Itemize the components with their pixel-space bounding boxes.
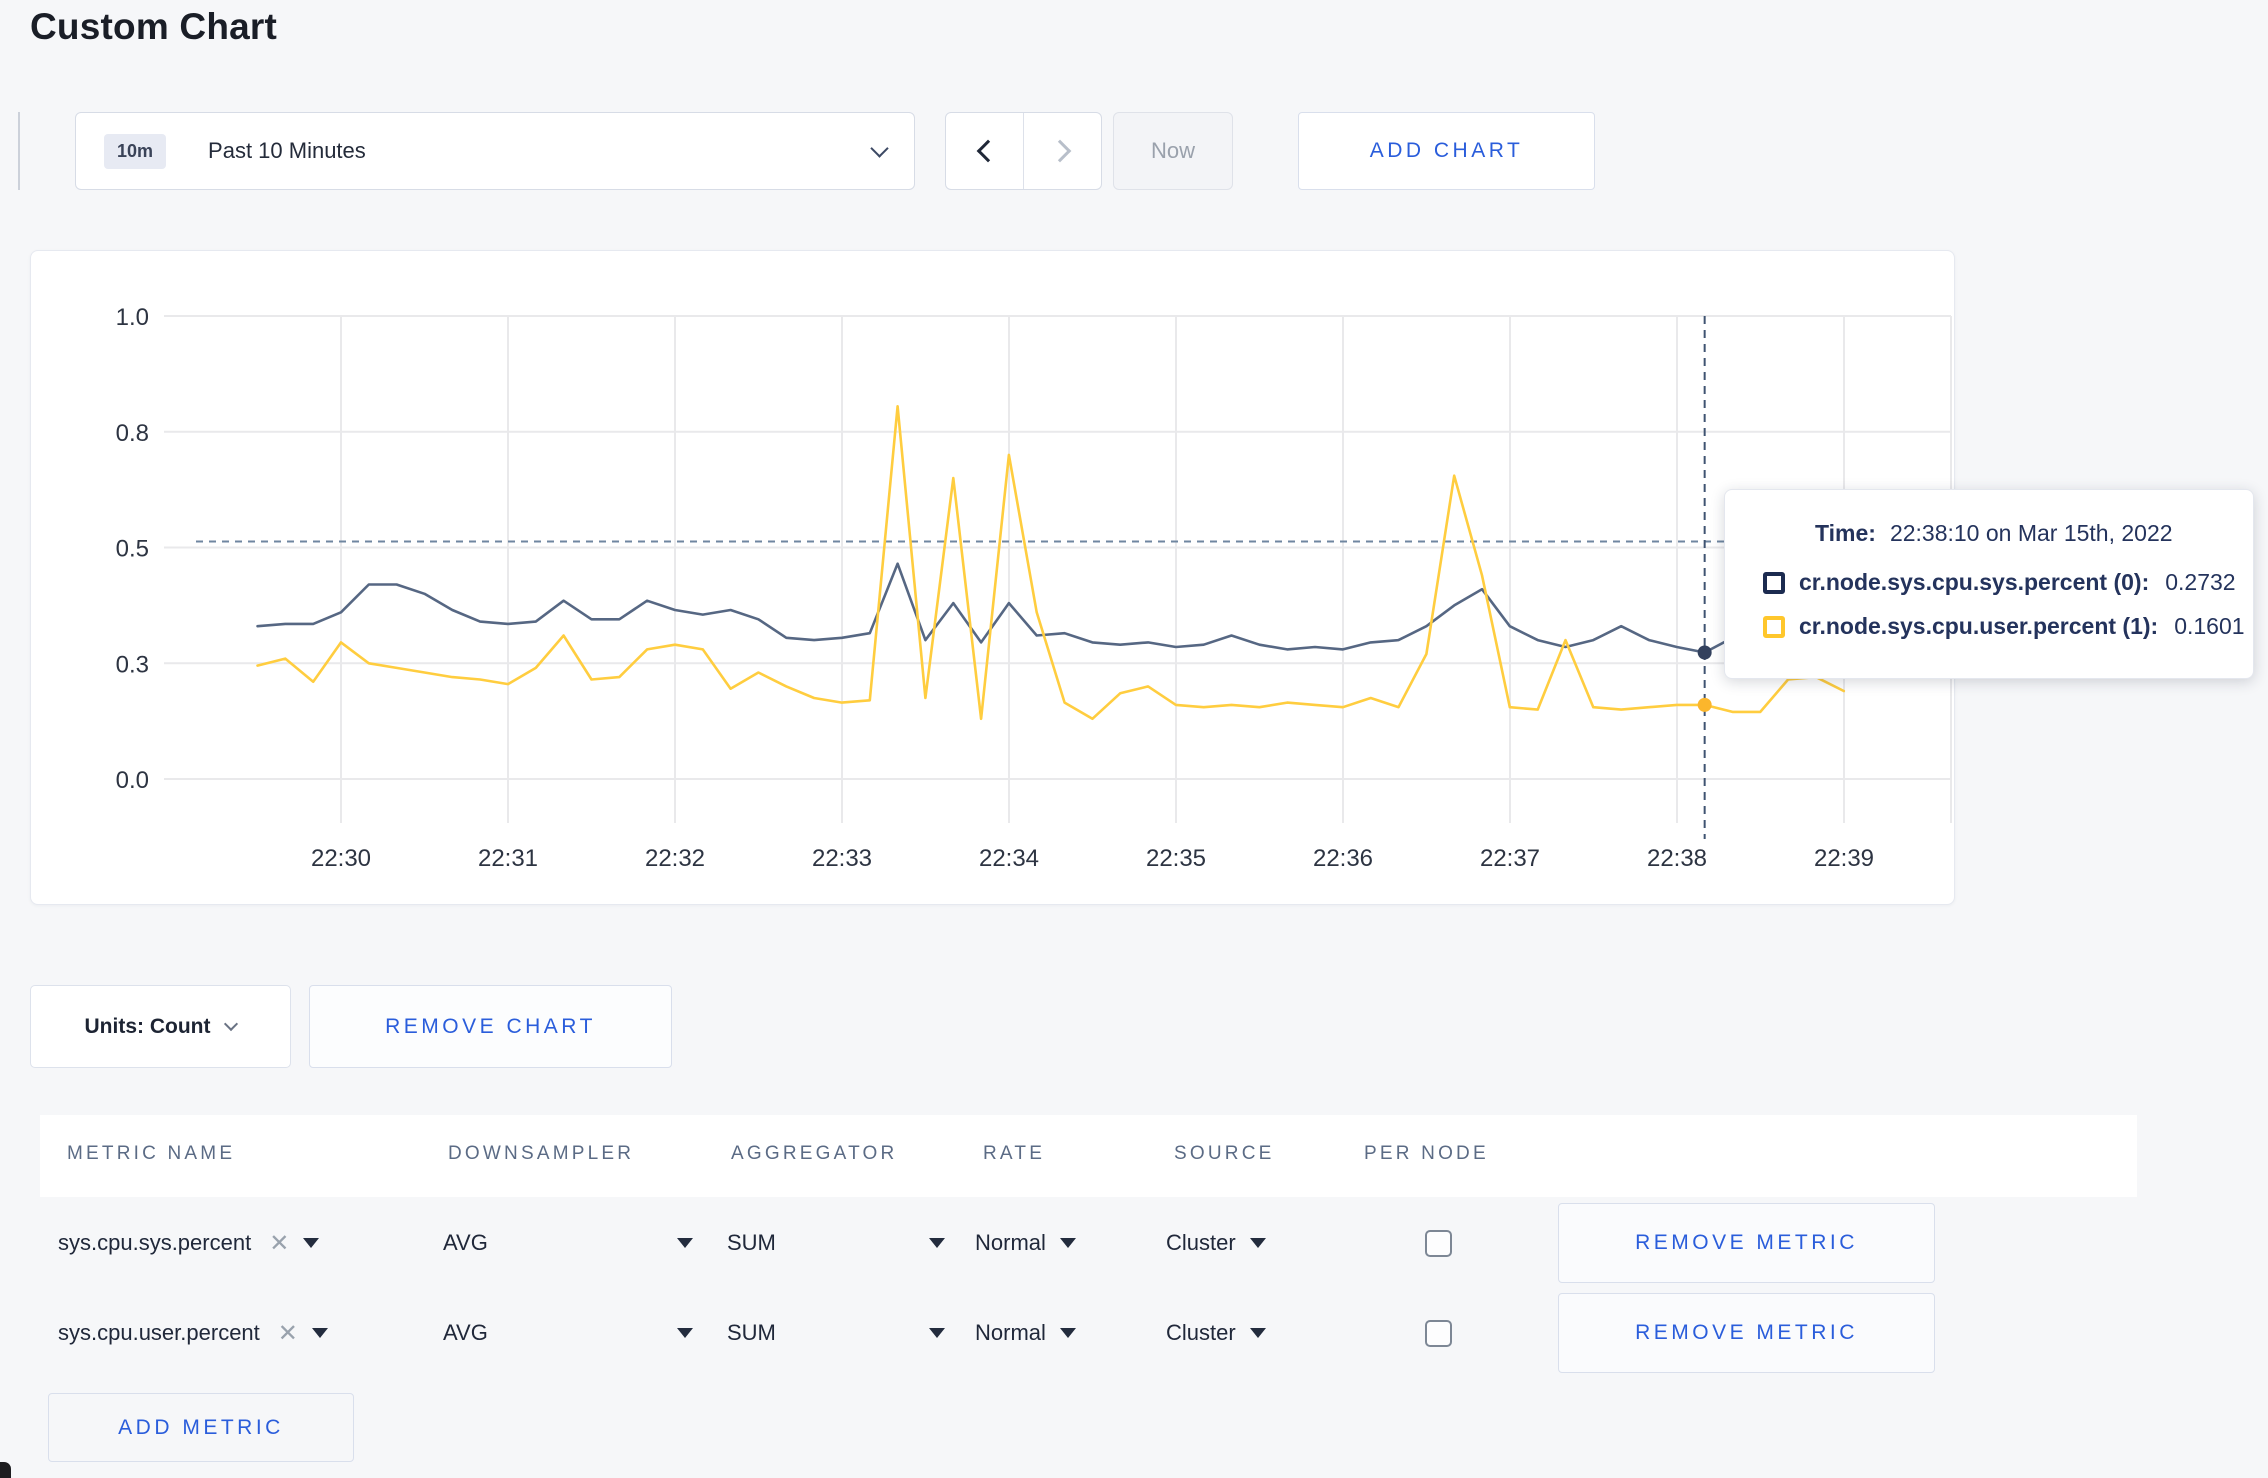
tooltip-time-label: Time: [1815,520,1876,546]
aggregator-select[interactable]: SUM [727,1288,945,1378]
tooltip-series-value: 0.1601 [2174,613,2245,639]
caret-down-icon[interactable] [311,1328,328,1338]
x-tick-label: 22:36 [1313,845,1373,872]
rate-value: Normal [975,1320,1046,1345]
metrics-table-header: METRIC NAME DOWNSAMPLER AGGREGATOR RATE SOUR… [40,1115,2137,1197]
source-value: Cluster [1166,1320,1236,1345]
tooltip-time-row: Time: 22:38:10 on Mar 15th, 2022 [1815,520,2253,547]
x-tick-label: 22:30 [311,845,371,872]
downsampler-select[interactable]: AVG [443,1288,693,1378]
hover-dot-sys [1697,645,1712,660]
column-header: AGGREGATOR [731,1143,898,1164]
x-tick-label: 22:39 [1814,845,1874,872]
series-line-1 [256,405,1846,721]
x-tick-label: 22:37 [1480,845,1540,872]
series-line-0 [256,562,1846,654]
chevron-down-icon [224,1016,239,1032]
tooltip-time-value: 22:38:10 on Mar 15th, 2022 [1889,520,2173,546]
time-next-button[interactable] [1023,113,1101,189]
rate-select[interactable]: Normal [975,1288,1076,1378]
downsampler-value: AVG [443,1320,488,1345]
x-tick-label: 22:31 [478,845,538,872]
caret-down-icon[interactable] [1059,1238,1076,1248]
metric-row: sys.cpu.user.percent ✕ AVG SUM Normal Cluster… [40,1288,2137,1378]
tooltip-series-row: cr.node.sys.cpu.sys.percent (0): 0.2732 [1763,569,2253,596]
aggregator-value: SUM [727,1320,776,1345]
y-tick-label: 0.0 [116,767,149,794]
remove-metric-button[interactable]: REMOVE METRIC [1558,1293,1935,1373]
time-range-label: Past 10 Minutes [208,138,366,163]
x-tick-label: 22:32 [645,845,705,872]
aggregator-select[interactable]: SUM [727,1198,945,1288]
units-select[interactable]: Units: Count [30,985,291,1068]
series-swatch-icon [1763,571,1785,594]
tooltip-series-name: cr.node.sys.cpu.user.percent (1): [1799,613,2159,639]
caret-down-icon[interactable] [929,1238,945,1248]
caret-down-icon[interactable] [303,1238,320,1248]
downsampler-value: AVG [443,1230,488,1255]
metric-name-select[interactable]: sys.cpu.user.percent ✕ [58,1288,328,1378]
x-tick-label: 22:34 [979,845,1039,872]
caret-down-icon[interactable] [1249,1328,1266,1338]
units-select-label: Units: Count [84,1014,211,1038]
metric-name-value: sys.cpu.user.percent [58,1320,260,1345]
column-header: RATE [983,1143,1046,1164]
caret-down-icon[interactable] [929,1328,945,1338]
time-nav-group [945,112,1102,190]
hover-dot-user [1697,697,1712,712]
clear-metric-icon[interactable]: ✕ [269,1229,290,1257]
aggregator-value: SUM [727,1230,776,1255]
metric-row: sys.cpu.sys.percent ✕ AVG SUM Normal Cluster R… [40,1198,2137,1288]
caret-down-icon[interactable] [677,1328,693,1338]
rate-select[interactable]: Normal [975,1198,1076,1288]
x-tick-label: 22:35 [1146,845,1206,872]
rate-value: Normal [975,1230,1046,1255]
x-tick-label: 22:33 [812,845,872,872]
caret-down-icon[interactable] [1059,1328,1076,1338]
downsampler-select[interactable]: AVG [443,1198,693,1288]
add-chart-button[interactable]: ADD CHART [1298,112,1595,190]
column-header: PER NODE [1364,1143,1489,1164]
clear-metric-icon[interactable]: ✕ [277,1319,298,1347]
source-value: Cluster [1166,1230,1236,1255]
chart-tooltip: Time: 22:38:10 on Mar 15th, 2022 cr.node.… [1724,489,2254,679]
chevron-left-icon [976,139,999,163]
y-tick-label: 0.3 [116,651,149,678]
remove-metric-button[interactable]: REMOVE METRIC [1558,1203,1935,1283]
bottom-left-peek [0,1462,11,1478]
time-range-select[interactable]: 10m Past 10 Minutes [75,112,915,190]
column-header: METRIC NAME [67,1143,236,1164]
custom-chart-plot[interactable]: 1.0 0.8 0.5 0.3 0.0 22:30 22:31 22:32 22:33 22:34… [31,251,1953,903]
tooltip-series-value: 0.2732 [2165,569,2236,595]
page-title: Custom Chart [30,6,278,47]
time-prev-button[interactable] [946,113,1023,189]
chevron-down-icon [870,138,889,158]
y-tick-label: 1.0 [116,304,149,331]
metrics-table-rows: sys.cpu.sys.percent ✕ AVG SUM Normal Cluster R… [40,1198,2137,1378]
source-select[interactable]: Cluster [1166,1288,1266,1378]
tooltip-series-row: cr.node.sys.cpu.user.percent (1): 0.1601 [1763,613,2253,640]
column-header: DOWNSAMPLER [448,1143,635,1164]
caret-down-icon[interactable] [1249,1238,1266,1248]
per-node-checkbox[interactable] [1425,1319,1452,1347]
chevron-right-icon [1048,139,1071,163]
metric-name-value: sys.cpu.sys.percent [58,1230,252,1255]
add-metric-button[interactable]: ADD METRIC [48,1393,354,1462]
y-tick-label: 0.8 [116,420,149,447]
per-node-checkbox[interactable] [1425,1229,1452,1257]
time-scale-badge: 10m [104,133,167,169]
toolbar-divider [18,112,20,190]
now-button[interactable]: Now [1113,112,1233,190]
column-header: SOURCE [1174,1143,1275,1164]
source-select[interactable]: Cluster [1166,1198,1266,1288]
metric-name-select[interactable]: sys.cpu.sys.percent ✕ [58,1198,320,1288]
series-swatch-icon [1763,615,1785,638]
caret-down-icon[interactable] [677,1238,693,1248]
x-tick-label: 22:38 [1647,845,1707,872]
chart-card: 1.0 0.8 0.5 0.3 0.0 22:30 22:31 22:32 22:33 22:34… [30,250,1955,905]
tooltip-series-name: cr.node.sys.cpu.sys.percent (0): [1799,569,2150,595]
y-tick-label: 0.5 [116,536,149,563]
remove-chart-button[interactable]: REMOVE CHART [309,985,672,1068]
